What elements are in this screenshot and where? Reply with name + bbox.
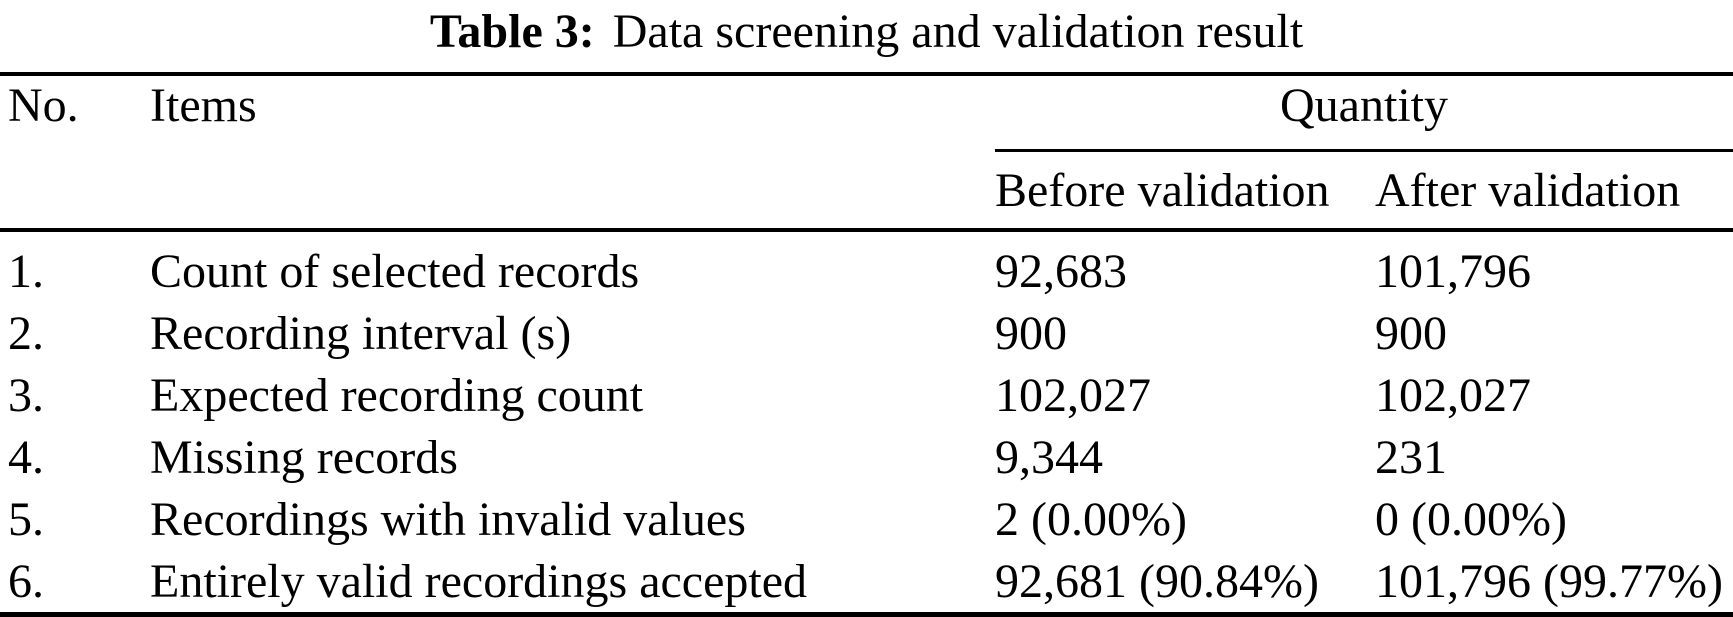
- header-spacer-cell: [0, 150, 150, 232]
- after-value-cell: 231: [1375, 430, 1447, 484]
- caption-text: Data screening and validation result: [612, 5, 1304, 58]
- header-row-subcolumns: Before validation After validation: [0, 150, 1733, 232]
- before-value-cell: 92,681 (90.84%): [995, 554, 1319, 608]
- table-row: 1. Count of selected records 92,683 101,…: [0, 230, 1733, 302]
- after-value-cell: 101,796: [1375, 244, 1531, 298]
- before-value-cell: 2 (0.00%): [995, 492, 1187, 546]
- column-header-after-validation: After validation: [1375, 150, 1733, 232]
- item-cell: Expected recording count: [150, 368, 644, 422]
- after-value-cell: 102,027: [1375, 368, 1531, 422]
- item-cell: Recording interval (s): [150, 306, 572, 360]
- column-header-before-validation: Before validation: [995, 150, 1375, 232]
- row-number-cell: 6.: [8, 554, 44, 608]
- table-row: 6. Entirely valid recordings accepted 92…: [0, 550, 1733, 615]
- after-value-cell: 101,796 (99.77%): [1375, 554, 1723, 608]
- after-value-cell: 900: [1375, 306, 1447, 360]
- table-row: 2. Recording interval (s) 900 900: [0, 302, 1733, 364]
- before-value-cell: 102,027: [995, 368, 1151, 422]
- row-number-cell: 4.: [8, 430, 44, 484]
- before-value-cell: 900: [995, 306, 1067, 360]
- table-row: 5. Recordings with invalid values 2 (0.0…: [0, 488, 1733, 550]
- column-header-items: Items: [150, 79, 257, 132]
- after-value-cell: 0 (0.00%): [1375, 492, 1567, 546]
- column-header-quantity-group: Quantity: [995, 74, 1733, 152]
- row-number-cell: 1.: [8, 244, 44, 298]
- item-cell: Recordings with invalid values: [150, 492, 746, 546]
- item-cell: Missing records: [150, 430, 458, 484]
- row-number-cell: 5.: [8, 492, 44, 546]
- column-header-no: No.: [8, 79, 79, 132]
- table-caption: Table 3: Data screening and validation re…: [0, 0, 1733, 72]
- row-number-cell: 3.: [8, 368, 44, 422]
- table-row: 4. Missing records 9,344 231: [0, 426, 1733, 488]
- header-row-groups: No. Items Quantity: [0, 74, 1733, 152]
- header-spacer-cell: [150, 150, 995, 232]
- before-value-cell: 92,683: [995, 244, 1127, 298]
- item-cell: Count of selected records: [150, 244, 640, 298]
- data-table: No. Items Quantity Before validation Aft…: [0, 72, 1733, 617]
- caption-label: Table 3:: [429, 5, 595, 58]
- before-value-cell: 9,344: [995, 430, 1103, 484]
- item-cell: Entirely valid recordings accepted: [150, 554, 808, 608]
- table-row: 3. Expected recording count 102,027 102,…: [0, 364, 1733, 426]
- row-number-cell: 2.: [8, 306, 44, 360]
